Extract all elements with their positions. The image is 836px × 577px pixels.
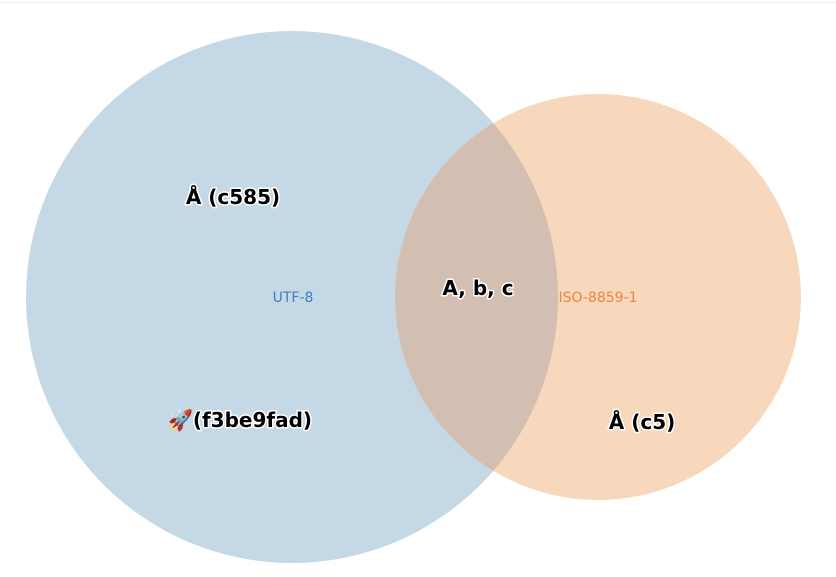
iso-only-label: Å (c5): [609, 410, 676, 434]
utf8-set-label: UTF-8: [273, 290, 314, 306]
utf8-only-label-top: Å (c585): [186, 185, 280, 209]
intersection-label: A, b, c: [442, 276, 513, 300]
utf8-only-label-bottom: 🚀(f3be9fad): [168, 408, 312, 432]
utf8-set-circle: [26, 31, 558, 563]
intersection-region: [395, 94, 558, 500]
top-divider: [0, 2, 836, 3]
iso-set-label: ISO-8859-1: [558, 290, 637, 306]
